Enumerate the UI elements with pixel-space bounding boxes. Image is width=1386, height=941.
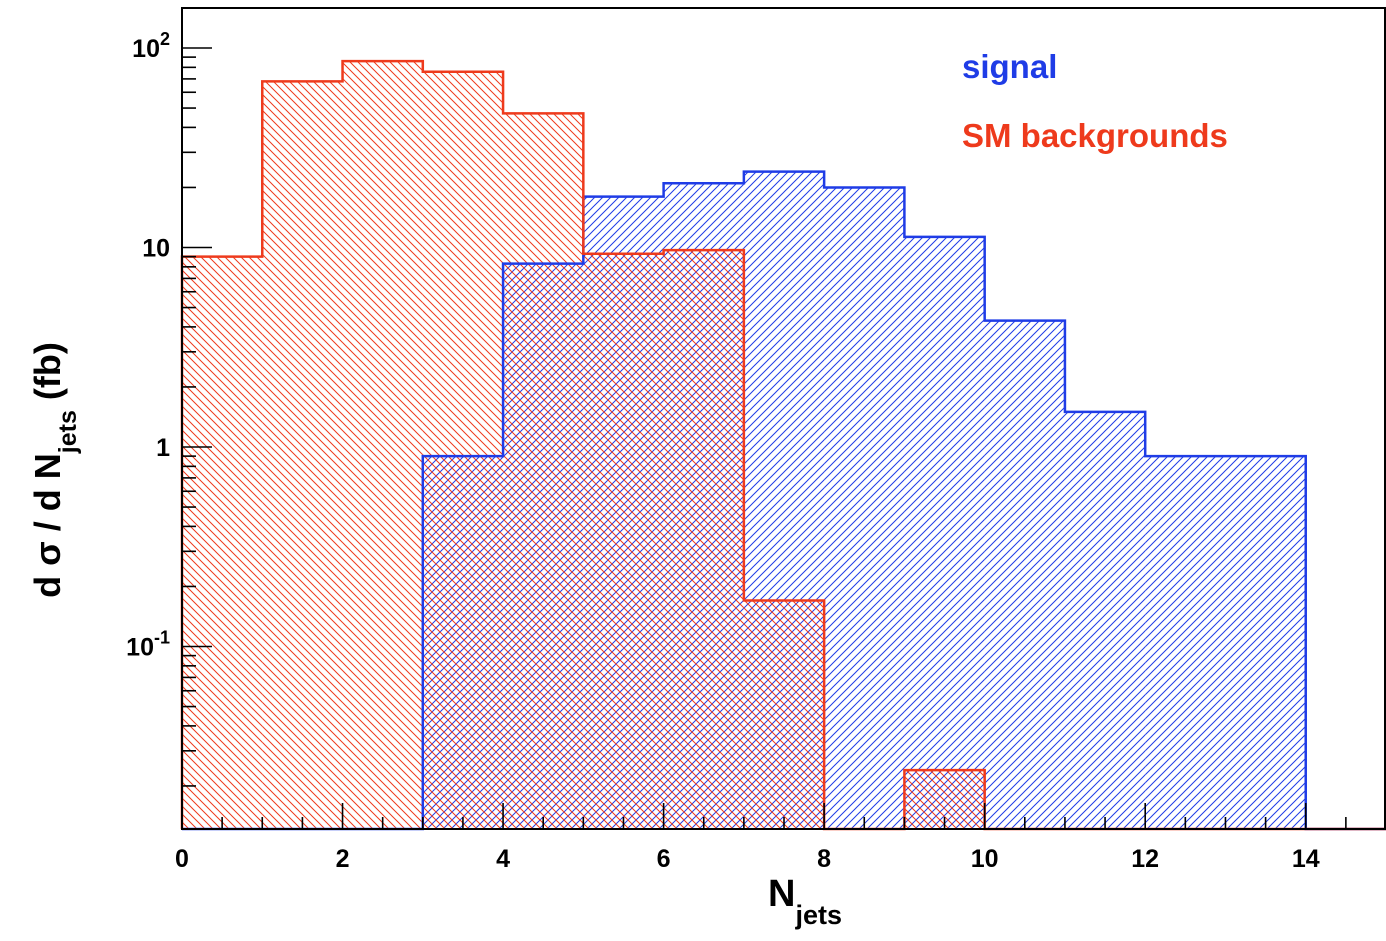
x-tick-label: 0 (175, 845, 189, 873)
x-tick-label: 2 (336, 845, 350, 873)
x-axis-title-sub: jets (794, 900, 842, 930)
bar-signal-bin-9 (904, 236, 985, 830)
y-tick-exponent: 2 (160, 29, 170, 49)
bar-signal-bin-12 (1145, 456, 1226, 829)
y-tick-base: 10 (126, 634, 154, 662)
axes (181, 7, 1386, 830)
bar-background-bin-7 (743, 600, 825, 829)
x-tick-label: 6 (657, 845, 671, 873)
y-axis-title-suffix: (fb) (27, 342, 68, 410)
series-outline-signal (182, 170, 1386, 831)
y-tick-base: 1 (156, 434, 170, 462)
bar-background-bin-1 (262, 81, 343, 829)
legend-entry-sm-backgrounds: SM backgrounds (962, 117, 1228, 154)
x-tick-label: 14 (1292, 845, 1320, 873)
y-tick-base: 10 (142, 235, 170, 263)
x-tick-label: 12 (1131, 845, 1159, 873)
histogram-bars (182, 61, 1306, 830)
y-axis-title-prefix: d σ / d N (27, 453, 68, 598)
bar-background-bin-5 (583, 253, 664, 829)
x-tick-label: 4 (496, 845, 510, 873)
bar-background-bin-2 (342, 61, 423, 829)
x-tick-label: 10 (971, 845, 999, 873)
bar-signal-bin-10 (984, 320, 1065, 829)
y-axis-title-sub: jets (54, 410, 82, 454)
x-tick-label: 8 (817, 845, 831, 873)
bar-signal-bin-11 (1064, 411, 1146, 829)
y-tick-base: 10 (132, 35, 160, 63)
bar-signal-bin-13 (1225, 456, 1306, 829)
y-tick-label: 102 (132, 29, 170, 63)
legend-entry-signal: signal (962, 48, 1057, 85)
x-axis-title: Njets (768, 873, 842, 930)
y-tick-exponent: -1 (154, 628, 170, 648)
bar-background-bin-3 (422, 71, 504, 829)
bar-signal-bin-8 (824, 187, 905, 829)
y-tick-label: 10-1 (126, 628, 170, 662)
x-axis-title-main: N (768, 873, 795, 915)
y-tick-label: 10 (142, 235, 170, 263)
bar-background-bin-6 (663, 250, 744, 829)
bar-background-bin-4 (503, 113, 584, 829)
y-axis-title: d σ / d Njets (fb) (27, 342, 82, 598)
bar-background-bin-0 (182, 256, 263, 829)
y-tick-label: 1 (156, 434, 170, 462)
